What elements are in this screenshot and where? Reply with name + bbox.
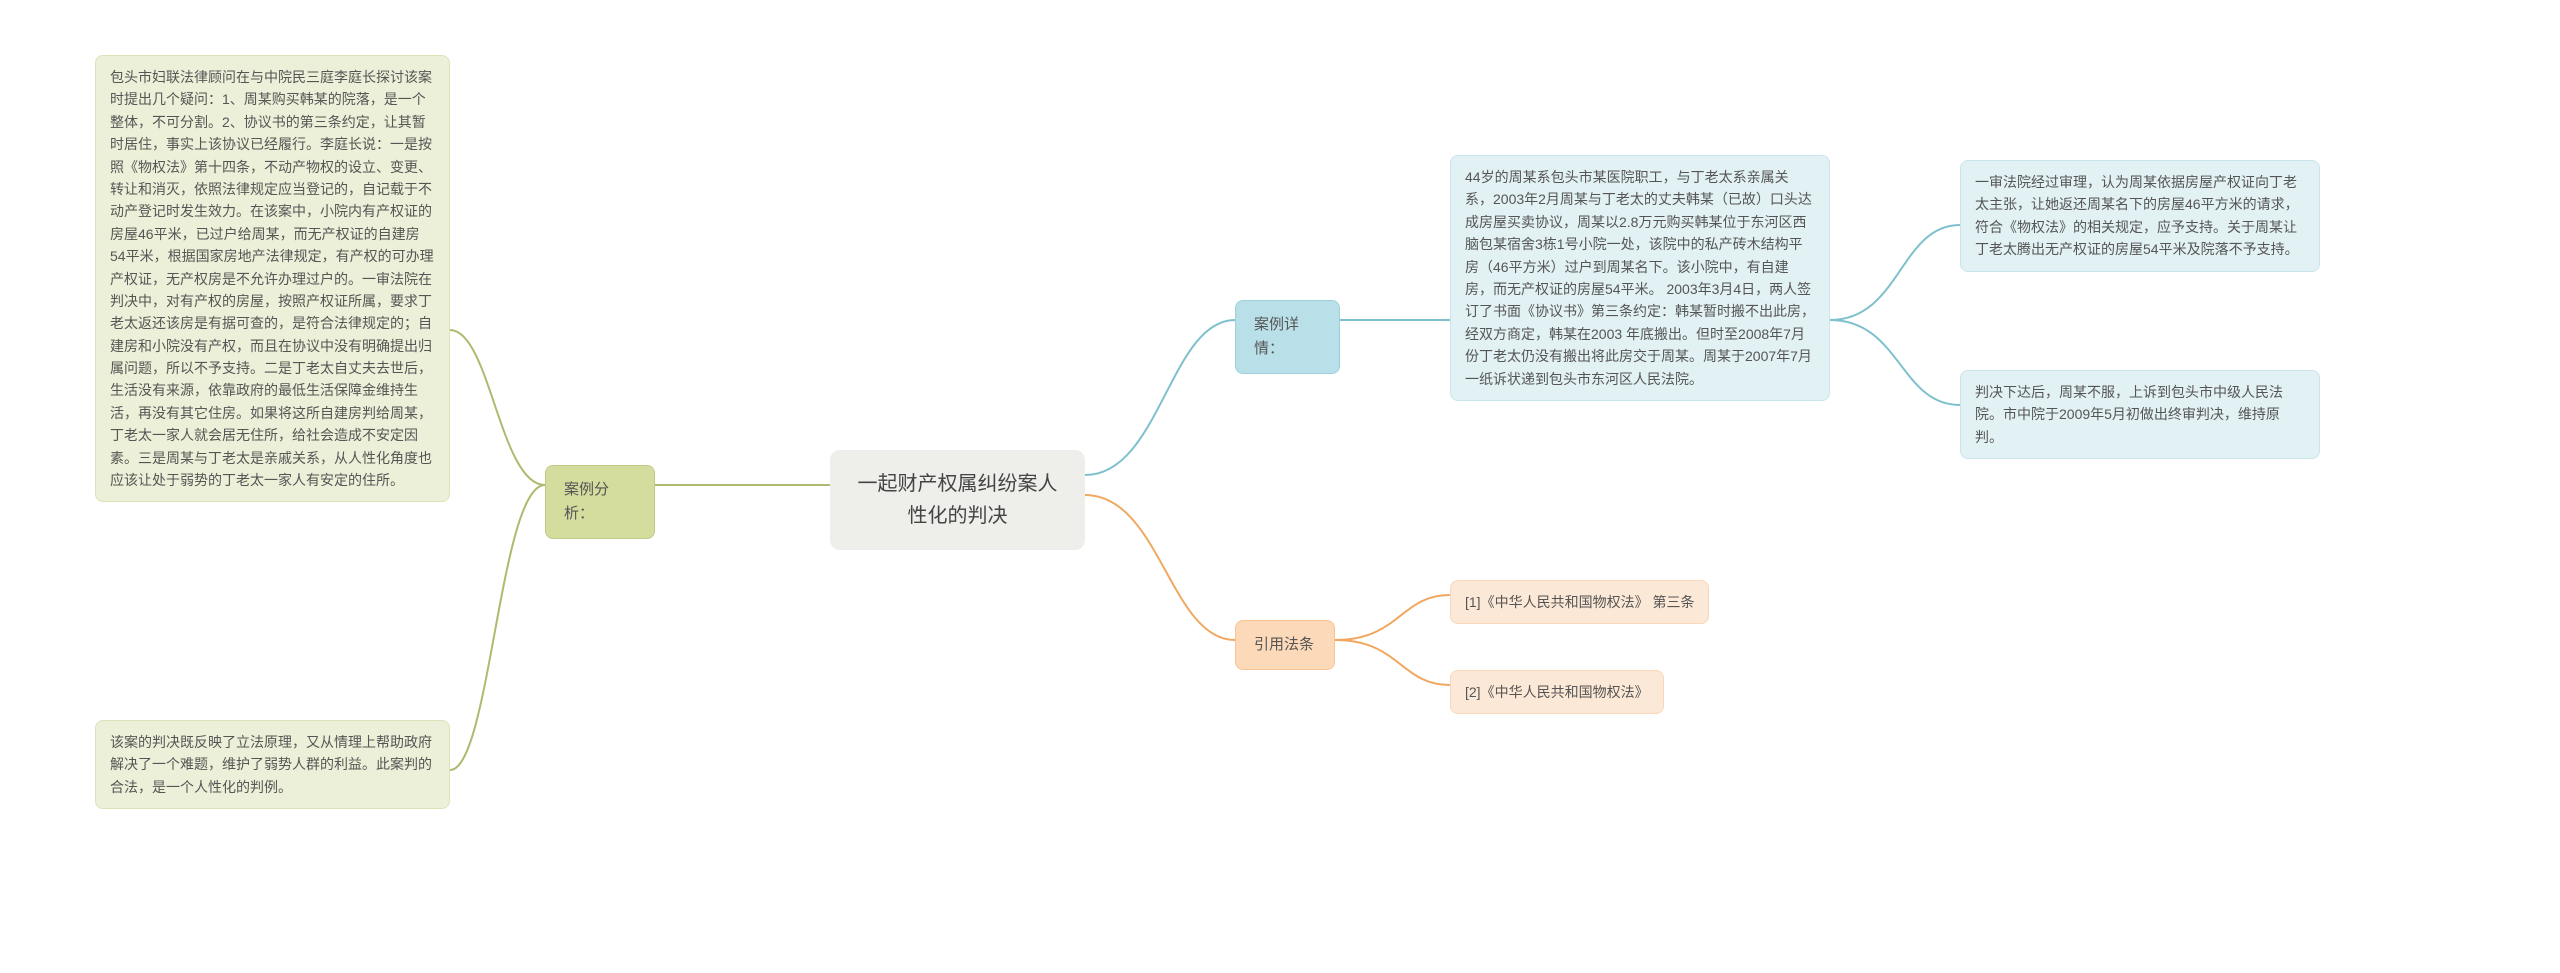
analysis-box-2: 该案的判决既反映了立法原理，又从情理上帮助政府解决了一个难题，维护了弱势人群的利… bbox=[95, 720, 450, 809]
branch-analysis: 案例分析： bbox=[545, 465, 655, 539]
analysis-box-1: 包头市妇联法律顾问在与中院民三庭李庭长探讨该案时提出几个疑问：1、周某购买韩某的… bbox=[95, 55, 450, 502]
branch-citations: 引用法条 bbox=[1235, 620, 1335, 670]
details-box-main: 44岁的周某系包头市某医院职工，与丁老太系亲属关系，2003年2月周某与丁老太的… bbox=[1450, 155, 1830, 401]
center-title: 一起财产权属纠纷案人性化的判决 bbox=[830, 450, 1085, 550]
citation-1: [1]《中华人民共和国物权法》 第三条 bbox=[1450, 580, 1709, 624]
branch-details: 案例详情： bbox=[1235, 300, 1340, 374]
details-box-verdict1: 一审法院经过审理，认为周某依据房屋产权证向丁老太主张，让她返还周某名下的房屋46… bbox=[1960, 160, 2320, 272]
details-box-verdict2: 判决下达后，周某不服，上诉到包头市中级人民法院。市中院于2009年5月初做出终审… bbox=[1960, 370, 2320, 459]
citation-2: [2]《中华人民共和国物权法》 bbox=[1450, 670, 1664, 714]
